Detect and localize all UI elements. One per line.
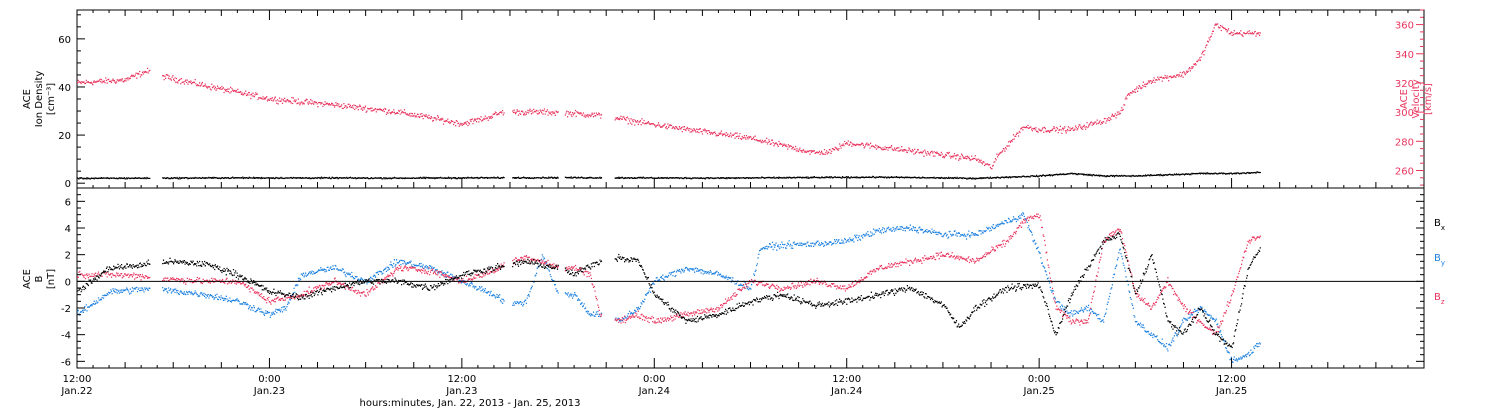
density-tick-label: 0 [65, 179, 71, 190]
velocity-axis-label-line-3: [km/s] [1423, 83, 1434, 115]
legend-by-main: B [1434, 253, 1441, 264]
date-tick-label: Jan.25 [1215, 386, 1247, 397]
time-tick-label: 12:00 [1217, 374, 1246, 385]
velocity-tick-label: 360 [1395, 21, 1414, 32]
legend-by: By [1434, 253, 1445, 267]
date-tick-label: Jan.22 [60, 386, 92, 397]
velocity-axis: 260 280 300 320 340 360 [1395, 9, 1424, 186]
ion-density-series [77, 171, 1261, 180]
b-tick-label: -6 [61, 357, 71, 368]
b-tick-label: 6 [65, 197, 71, 208]
time-tick-label: 12:00 [832, 374, 861, 385]
x-axis-label: hours:minutes, Jan. 22, 2013 - Jan. 25, … [360, 398, 581, 409]
date-tick-label: Jan.23 [445, 386, 477, 397]
time-tick-label: 12:00 [447, 374, 476, 385]
density-axis-label-line-2: Ion Density [34, 71, 45, 128]
time-tick-label: 12:00 [63, 374, 92, 385]
b-axis-label-line-3: [nT] [46, 269, 57, 289]
b-tick-label: 0 [65, 277, 71, 288]
velocity-tick-label: 300 [1395, 108, 1414, 119]
density-tick-label: 60 [58, 35, 71, 46]
date-tick-label: Jan.24 [638, 386, 670, 397]
b-tick-label: -2 [61, 304, 71, 315]
time-tick-label: 0:00 [643, 374, 665, 385]
magnetic-field-axis: -6 -4 -2 0 2 4 6 [61, 187, 1424, 368]
velocity-series [77, 23, 1261, 170]
b-axis-label-line-2: B [34, 275, 45, 282]
date-tick-label: Jan.24 [830, 386, 862, 397]
velocity-axis-label-line-2: Velocity [1411, 79, 1422, 118]
density-axis-label-line-3: [cm⁻³] [46, 83, 57, 115]
velocity-points [77, 23, 1261, 170]
ion-density-points [77, 171, 1261, 180]
bx-points [77, 231, 1261, 349]
legend-by-sub: y [1441, 259, 1445, 267]
b-axis-label-line-1: ACE [22, 269, 33, 289]
legend-bz: Bz [1434, 292, 1445, 306]
ion-density-axis: 0 20 40 60 [58, 14, 85, 190]
time-axis: 12:00Jan.220:00Jan.2312:00Jan.230:00Jan.… [60, 10, 1425, 397]
legend-bz-main: B [1434, 292, 1441, 303]
velocity-axis-label-line-1: ACE [1399, 89, 1410, 109]
velocity-tick-label: 340 [1395, 50, 1414, 61]
date-tick-label: Jan.23 [253, 386, 285, 397]
bx-series [77, 231, 1261, 349]
legend-bx: Bx [1434, 218, 1445, 232]
b-tick-label: 4 [65, 224, 71, 235]
legend-bz-sub: z [1441, 298, 1445, 306]
legend-bx-main: B [1434, 218, 1441, 229]
velocity-tick-label: 280 [1395, 137, 1414, 148]
date-tick-label: Jan.25 [1022, 386, 1054, 397]
velocity-tick-label: 320 [1395, 79, 1414, 90]
density-tick-label: 40 [58, 83, 71, 94]
time-tick-label: 0:00 [258, 374, 280, 385]
density-tick-label: 20 [58, 131, 71, 142]
velocity-tick-label: 260 [1395, 166, 1414, 177]
density-axis-label-line-1: ACE [22, 89, 33, 109]
legend-bx-sub: x [1441, 224, 1445, 232]
b-tick-label: -4 [61, 331, 71, 342]
b-tick-label: 2 [65, 251, 71, 262]
time-tick-label: 0:00 [1028, 374, 1050, 385]
